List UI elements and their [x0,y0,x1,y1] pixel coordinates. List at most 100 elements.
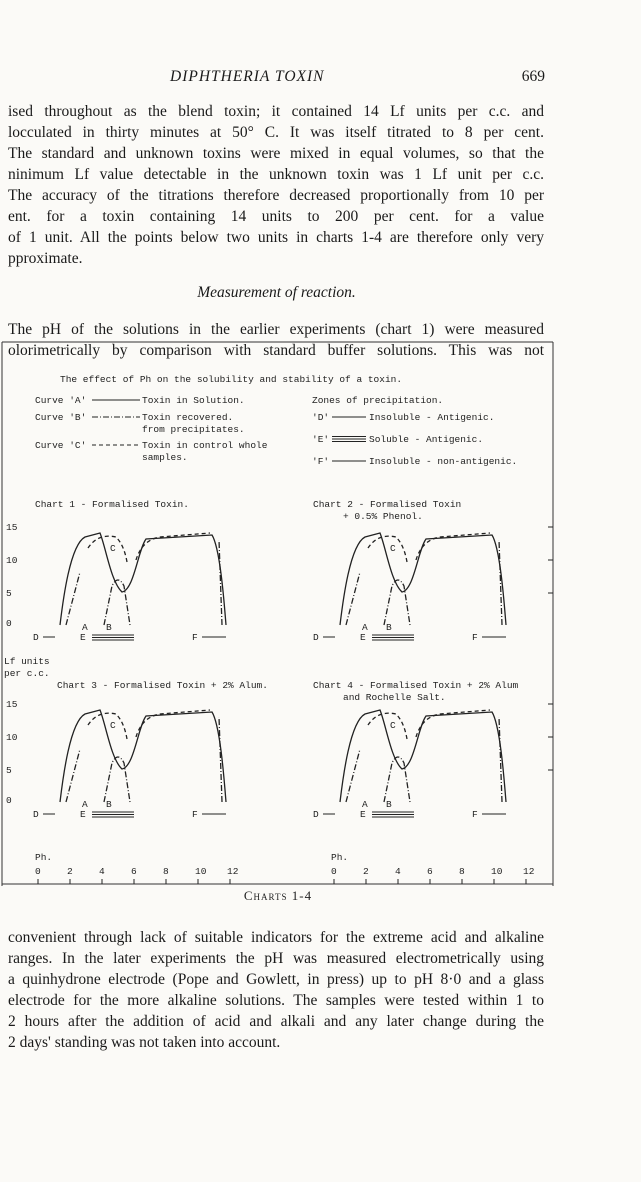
zone-letter: F [192,809,198,820]
curve-b [345,716,503,803]
x-tick-label: 2 [67,866,73,877]
curve-letter: B [106,622,112,633]
curve-c [87,709,211,740]
zone-letter: F [472,809,478,820]
chart-curves [339,709,507,803]
zone-letter: D [33,809,39,820]
zone-letter: F [472,632,478,643]
curve-letter: A [82,799,88,810]
legend-text: Toxin recovered. [142,412,233,423]
text-line: of 1 unit. All the points below two unit… [8,229,544,246]
zone-letter: E [360,809,366,820]
y-tick-label: 5 [6,765,12,776]
text-line: The standard and unknown toxins were mix… [8,145,544,162]
text-line: pproximate. [8,250,83,267]
y-tick-label: 10 [6,555,18,566]
curve-b [345,539,503,626]
curve-letter: B [386,799,392,810]
y-tick-label: 10 [6,732,18,743]
x-tick-label: 6 [131,866,137,877]
legend-label: Curve 'A' [35,395,86,406]
chart-title: Chart 3 - Formalised Toxin + 2% Alum. [57,680,268,691]
zone-text: Insoluble - non-antigenic. [369,456,517,467]
curve-c [367,532,491,563]
text-line: convenient through lack of suitable indi… [8,929,544,946]
chart-title: + 0.5% Phenol. [343,511,423,522]
zone-letter: D [33,632,39,643]
x-tick-label: 8 [163,866,169,877]
legend-text: samples. [142,452,188,463]
curve-letter: C [390,543,396,554]
y-axis-label: Lf units [4,656,50,667]
y-tick-label: 0 [6,618,12,629]
curve-letter: C [110,543,116,554]
y-tick-label: 15 [6,522,18,533]
x-tick-label: 4 [99,866,105,877]
zone-letter: F [192,632,198,643]
chart-curves [59,709,227,803]
curve-letter: B [106,799,112,810]
text-line: 2 days' standing was not taken into acco… [8,1034,281,1051]
figure-caption: Charts 1-4 [244,888,312,903]
curve-c [367,709,491,740]
curve-a [339,532,507,626]
text-line: ranges. In the later experiments the pH … [8,950,544,967]
x-tick-label: 12 [227,866,239,877]
chart-title: Chart 2 - Formalised Toxin [313,499,461,510]
zone-label: 'D' [312,412,329,423]
y-tick-label: 15 [6,699,18,710]
x-tick-label: 0 [35,866,41,877]
curve-letter: B [386,622,392,633]
zone-letter: D [313,632,319,643]
x-tick-label: 10 [491,866,503,877]
text-line: The pH of the solutions in the earlier e… [8,321,544,338]
text-line: 2 hours after the addition of acid and a… [8,1013,544,1030]
text-line: ent. for a toxin containing 14 units to … [8,208,544,225]
curve-letter: A [82,622,88,633]
page-number: 669 [521,68,545,85]
legend-text: from precipitates. [142,424,245,435]
y-tick-label: 5 [6,588,12,599]
x-tick-label: 8 [459,866,465,877]
text-line: olorimetrically by comparison with stand… [8,342,544,359]
curve-letter: A [362,799,368,810]
zone-text: Insoluble - Antigenic. [369,412,494,423]
text-line: ised throughout as the blend toxin; it c… [8,103,544,120]
x-axis-label: Ph. [331,852,348,863]
curve-a [59,532,227,626]
zone-letter: E [80,809,86,820]
zone-letter: E [80,632,86,643]
curve-letter: C [390,720,396,731]
chart-title: Chart 1 - Formalised Toxin. [35,499,189,510]
zone-text: Soluble - Antigenic. [369,434,483,445]
curve-letter: A [362,622,368,633]
curve-b [65,539,223,626]
curve-c [87,532,211,563]
text-line: a quinhydrone electrode (Pope and Gowlet… [8,971,544,988]
legend-label: Curve 'B' [35,412,86,423]
y-axis-label: per c.c. [4,668,50,679]
curve-a [59,709,227,803]
x-tick-label: 12 [523,866,535,877]
x-tick-label: 0 [331,866,337,877]
zone-letter: D [313,809,319,820]
chart-curves [59,532,227,626]
text-line: ninimum Lf value detectable in the unkno… [8,166,544,183]
x-axis-label: Ph. [35,852,52,863]
x-tick-label: 4 [395,866,401,877]
x-tick-label: 6 [427,866,433,877]
chart-title: Chart 4 - Formalised Toxin + 2% Alum [313,680,519,691]
y-tick-label: 0 [6,795,12,806]
figure-title: The effect of Ph on the solubility and s… [60,374,402,385]
text-line: electrode for the more alkaline solution… [8,992,544,1009]
running-title: DIPHTHERIA TOXIN [170,68,325,85]
x-tick-label: 2 [363,866,369,877]
text-line: locculated in thirty minutes at 50° C. I… [8,124,544,141]
chart-curves [339,532,507,626]
chart-title: and Rochelle Salt. [343,692,446,703]
zone-label: 'F' [312,456,329,467]
zone-letter: E [360,632,366,643]
curve-b [65,716,223,803]
